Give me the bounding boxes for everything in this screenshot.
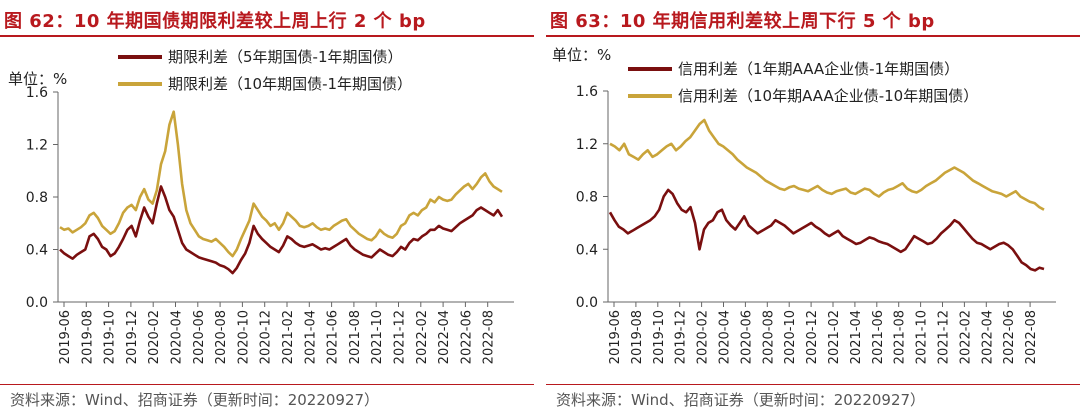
y-tick-label: 0.0	[26, 295, 48, 311]
x-tick-label: 2022-08	[482, 310, 497, 364]
x-tick-label: 2022-06	[459, 310, 474, 364]
source-note: 资料来源：Wind、招商证券（更新时间：20220927）	[556, 391, 926, 409]
x-tick-label: 2021-04	[303, 310, 318, 364]
source-divider	[546, 384, 1080, 385]
chart-svg-right: 单位：% 0.0 0.4 0.8 1.2 1.6 2019-06 2019-08 2019-10…	[552, 46, 1056, 364]
x-tick-label: 2019-08	[80, 310, 95, 364]
x-tick-label: 2020-02	[147, 310, 162, 364]
chart-svg-left: 单位：% 0.0 0.4 0.8 1.2 1.6 2019-06 2019-08 2019-10…	[8, 48, 514, 364]
x-tick-label: 2019-12	[125, 310, 140, 364]
y-tick-label: 0.4	[26, 243, 48, 259]
x-tick-label: 2019-10	[652, 310, 667, 364]
chart-title: 图 62：10 年期国债期限利差较上周上行 2 个 bp	[4, 11, 426, 32]
x-tick-label: 2020-04	[718, 310, 733, 364]
unit-label: 单位：%	[552, 46, 611, 64]
x-tick-label: 2020-08	[761, 310, 776, 364]
y-tick-label: 1.6	[26, 85, 48, 101]
source-note: 资料来源：Wind、招商证券（更新时间：20220927）	[10, 391, 380, 409]
x-tick-label: 2022-08	[1024, 310, 1039, 364]
x-tick-label: 2021-12	[393, 310, 408, 364]
x-tick-label: 2020-08	[214, 310, 229, 364]
y-tick-label: 1.2	[576, 137, 598, 153]
x-tick-label: 2021-10	[370, 310, 385, 364]
x-tick-label: 2022-06	[1002, 310, 1017, 364]
x-tick-label: 2021-02	[281, 310, 296, 364]
x-tick-label: 2022-02	[958, 310, 973, 364]
legend-label: 期限利差（5年期国债-1年期国债）	[168, 48, 403, 66]
source-divider	[0, 384, 534, 385]
x-tick-label: 2020-10	[236, 310, 251, 364]
x-tick-label: 2021-06	[326, 310, 341, 364]
x-tick-label: 2020-06	[192, 310, 207, 364]
chart-title: 图 63：10 年期信用利差较上周下行 5 个 bp	[550, 11, 935, 32]
x-tick-label: 2022-04	[980, 310, 995, 364]
chart-title-bar: 图 62：10 年期国债期限利差较上周上行 2 个 bp	[0, 3, 534, 37]
x-tick-label: 2020-02	[696, 310, 711, 364]
x-tick-label: 2022-04	[437, 310, 452, 364]
x-tick-label: 2019-12	[674, 310, 689, 364]
legend-label: 信用利差（10年期AAA企业债-10年期国债）	[678, 87, 978, 105]
y-tick-label: 0.4	[576, 242, 598, 258]
series-line	[609, 118, 1045, 211]
x-tick-label: 2020-06	[739, 310, 754, 364]
x-tick-label: 2021-08	[348, 310, 363, 364]
x-tick-label: 2019-06	[608, 310, 623, 364]
x-tick-label: 2019-10	[103, 310, 118, 364]
legend-label: 信用利差（1年期AAA企业债-1年期国债）	[678, 60, 959, 78]
y-tick-label: 1.2	[26, 138, 48, 154]
y-tick-label: 0.0	[576, 295, 598, 311]
x-tick-label: 2020-12	[259, 310, 274, 364]
x-tick-label: 2022-02	[415, 310, 430, 364]
series-line	[608, 188, 1045, 272]
legend-label: 期限利差（10年期国债-1年期国债）	[168, 75, 412, 93]
x-tick-label: 2019-08	[630, 310, 645, 364]
x-tick-label: 2019-06	[58, 310, 73, 364]
series-line	[59, 110, 503, 258]
x-tick-label: 2021-12	[937, 310, 952, 364]
x-tick-label: 2021-08	[893, 310, 908, 364]
unit-label: 单位：%	[8, 70, 67, 88]
chart-title-bar: 图 63：10 年期信用利差较上周下行 5 个 bp	[546, 3, 1080, 37]
y-tick-label: 1.6	[576, 84, 598, 100]
x-tick-label: 2021-06	[871, 310, 886, 364]
x-tick-label: 2020-04	[170, 310, 185, 364]
x-tick-label: 2020-12	[805, 310, 820, 364]
x-tick-label: 2020-10	[783, 310, 798, 364]
chart-panel-left: 图 62：10 年期国债期限利差较上周上行 2 个 bp 单位：% 0.0 0.4 0…	[0, 0, 534, 419]
x-tick-label: 2021-02	[827, 310, 842, 364]
x-tick-label: 2021-04	[849, 310, 864, 364]
series-line	[59, 185, 504, 275]
chart-panel-right: 图 63：10 年期信用利差较上周下行 5 个 bp 单位：% 0.0 0.4 0.8…	[546, 0, 1080, 419]
y-tick-label: 0.8	[26, 190, 48, 206]
x-tick-label: 2021-10	[915, 310, 930, 364]
y-tick-label: 0.8	[576, 190, 598, 206]
